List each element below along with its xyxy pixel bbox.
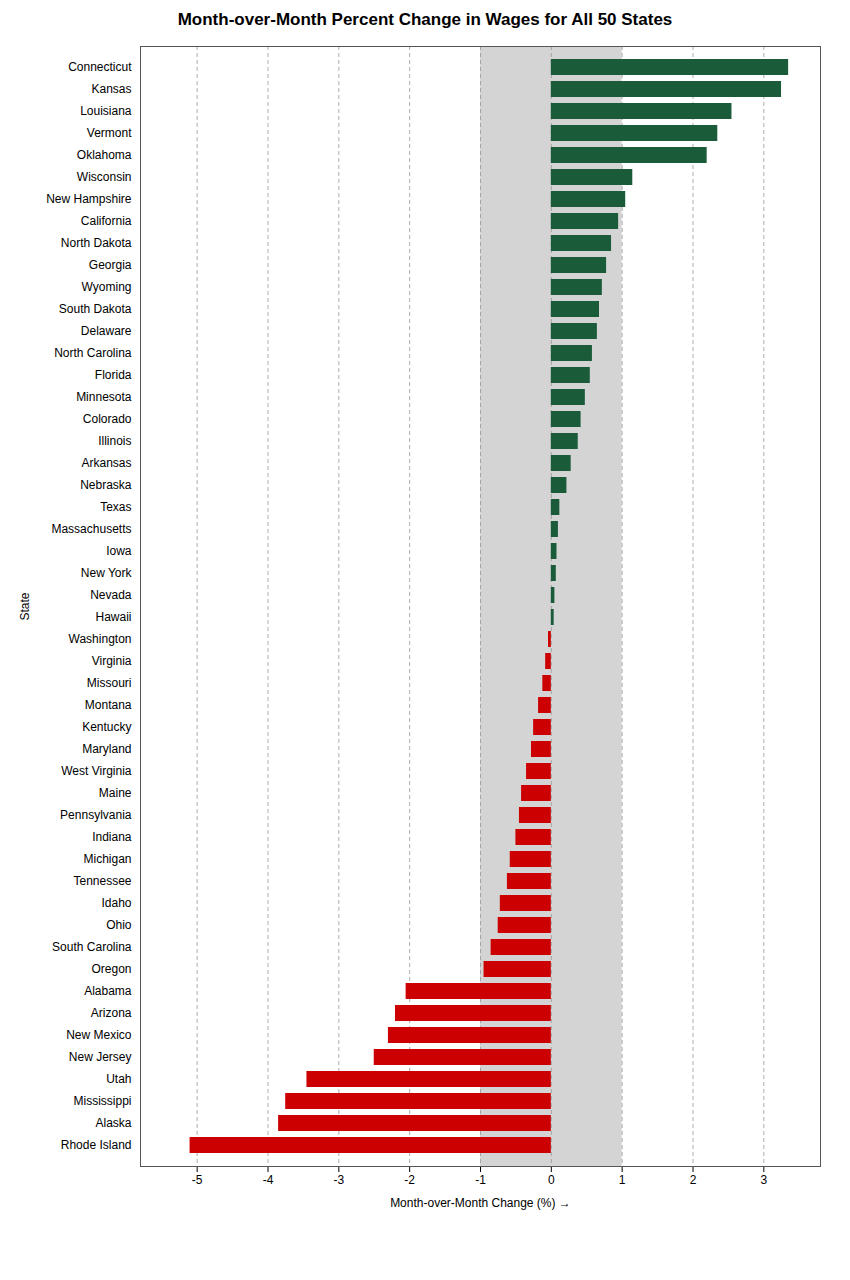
svg-text:-5: -5 [192, 1173, 203, 1187]
svg-text:Mississippi: Mississippi [73, 1094, 131, 1108]
svg-text:Arkansas: Arkansas [81, 456, 131, 470]
svg-text:Massachusetts: Massachusetts [51, 522, 131, 536]
svg-text:Montana: Montana [85, 698, 132, 712]
svg-text:Iowa: Iowa [106, 544, 132, 558]
svg-text:Delaware: Delaware [81, 324, 132, 338]
svg-text:1: 1 [619, 1173, 626, 1187]
svg-text:New Jersey: New Jersey [69, 1050, 132, 1064]
svg-text:New Hampshire: New Hampshire [46, 192, 132, 206]
svg-text:Idaho: Idaho [101, 896, 131, 910]
svg-text:Hawaii: Hawaii [95, 610, 131, 624]
svg-text:Michigan: Michigan [83, 852, 131, 866]
svg-text:Louisiana: Louisiana [80, 104, 132, 118]
svg-text:Washington: Washington [69, 632, 132, 646]
svg-text:Month-over-Month Change (%) →: Month-over-Month Change (%) → [390, 1196, 571, 1210]
svg-text:Arizona: Arizona [91, 1006, 132, 1020]
svg-text:Nevada: Nevada [90, 588, 132, 602]
svg-text:Nebraska: Nebraska [80, 478, 132, 492]
svg-text:South Dakota: South Dakota [59, 302, 132, 316]
svg-text:0: 0 [548, 1173, 555, 1187]
svg-text:Rhode Island: Rhode Island [61, 1138, 132, 1152]
svg-text:Oklahoma: Oklahoma [77, 148, 132, 162]
svg-text:Oregon: Oregon [91, 962, 131, 976]
svg-text:Utah: Utah [106, 1072, 131, 1086]
svg-text:State: State [18, 592, 32, 620]
svg-text:Maryland: Maryland [82, 742, 131, 756]
svg-text:-2: -2 [404, 1173, 415, 1187]
svg-text:Kentucky: Kentucky [82, 720, 131, 734]
svg-text:Vermont: Vermont [87, 126, 132, 140]
svg-text:Alaska: Alaska [95, 1116, 131, 1130]
svg-text:Minnesota: Minnesota [76, 390, 132, 404]
svg-text:2: 2 [690, 1173, 697, 1187]
svg-text:Tennessee: Tennessee [73, 874, 131, 888]
svg-text:Kansas: Kansas [91, 82, 131, 96]
svg-text:Virginia: Virginia [92, 654, 132, 668]
svg-text:West Virginia: West Virginia [61, 764, 132, 778]
svg-text:North Carolina: North Carolina [54, 346, 132, 360]
svg-text:Georgia: Georgia [89, 258, 132, 272]
svg-text:Wyoming: Wyoming [82, 280, 132, 294]
svg-text:-4: -4 [263, 1173, 274, 1187]
svg-text:Pennsylvania: Pennsylvania [60, 808, 132, 822]
svg-text:Illinois: Illinois [98, 434, 131, 448]
svg-text:Connecticut: Connecticut [68, 60, 132, 74]
svg-text:Colorado: Colorado [83, 412, 132, 426]
svg-text:Maine: Maine [99, 786, 132, 800]
svg-text:Indiana: Indiana [92, 830, 132, 844]
svg-text:Missouri: Missouri [87, 676, 132, 690]
html-text:Month-over-Month Percent Chang: Month-over-Month Percent Change in Wages… [177, 10, 673, 29]
svg-text:Wisconsin: Wisconsin [77, 170, 132, 184]
svg-text:Texas: Texas [100, 500, 131, 514]
svg-text:California: California [81, 214, 132, 228]
svg-text:Ohio: Ohio [106, 918, 132, 932]
svg-text:Alabama: Alabama [84, 984, 132, 998]
svg-text:New York: New York [81, 566, 133, 580]
svg-text:New Mexico: New Mexico [66, 1028, 132, 1042]
svg-text:-1: -1 [475, 1173, 486, 1187]
svg-text:South Carolina: South Carolina [52, 940, 132, 954]
svg-text:3: 3 [760, 1173, 767, 1187]
svg-text:North Dakota: North Dakota [61, 236, 132, 250]
svg-text:-3: -3 [333, 1173, 344, 1187]
svg-text:Florida: Florida [95, 368, 132, 382]
